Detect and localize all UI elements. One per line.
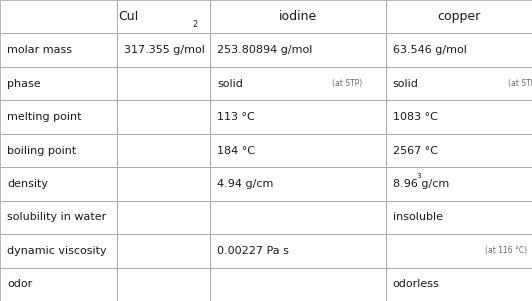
Text: 317.355 g/mol: 317.355 g/mol <box>124 45 205 55</box>
Text: 8.96 g/cm: 8.96 g/cm <box>393 179 449 189</box>
Text: phase: phase <box>7 79 40 88</box>
Text: 63.546 g/mol: 63.546 g/mol <box>393 45 467 55</box>
Bar <box>210 134 386 167</box>
Text: density: density <box>7 179 48 189</box>
Text: 0.00227 Pa s: 0.00227 Pa s <box>217 246 289 256</box>
Bar <box>117 134 210 167</box>
Bar <box>117 67 210 100</box>
Text: odorless: odorless <box>393 279 439 289</box>
Text: (at STP): (at STP) <box>332 79 362 88</box>
Bar <box>0 268 117 301</box>
Text: (at 116 °C): (at 116 °C) <box>485 246 527 255</box>
Bar <box>117 100 210 134</box>
Bar <box>0 67 117 100</box>
Bar <box>210 100 386 134</box>
Text: 2: 2 <box>193 20 198 29</box>
Text: 2567 °C: 2567 °C <box>393 145 438 156</box>
Bar <box>210 234 386 268</box>
Bar <box>386 67 532 100</box>
Bar <box>386 100 532 134</box>
Bar <box>117 201 210 234</box>
Text: insoluble: insoluble <box>393 213 443 222</box>
Text: 253.80894 g/mol: 253.80894 g/mol <box>217 45 312 55</box>
Text: 1083 °C: 1083 °C <box>393 112 437 122</box>
Text: dynamic viscosity: dynamic viscosity <box>7 246 106 256</box>
Bar <box>117 33 210 67</box>
Bar <box>210 167 386 201</box>
Text: 113 °C: 113 °C <box>217 112 255 122</box>
Text: boiling point: boiling point <box>7 145 76 156</box>
Text: CuI: CuI <box>118 10 138 23</box>
Bar <box>117 167 210 201</box>
Bar <box>210 67 386 100</box>
Bar <box>386 167 532 201</box>
Bar <box>210 33 386 67</box>
Bar <box>386 234 532 268</box>
Text: 4.94 g/cm: 4.94 g/cm <box>217 179 273 189</box>
Bar <box>117 0 210 33</box>
Bar <box>386 268 532 301</box>
Text: 3: 3 <box>416 172 421 178</box>
Bar <box>210 0 386 33</box>
Bar <box>210 268 386 301</box>
Bar <box>0 0 117 33</box>
Bar <box>0 201 117 234</box>
Bar <box>386 201 532 234</box>
Bar <box>0 167 117 201</box>
Bar <box>386 134 532 167</box>
Bar <box>117 268 210 301</box>
Text: molar mass: molar mass <box>7 45 72 55</box>
Text: iodine: iodine <box>279 10 317 23</box>
Bar <box>0 33 117 67</box>
Text: melting point: melting point <box>7 112 81 122</box>
Bar <box>0 234 117 268</box>
Text: 184 °C: 184 °C <box>217 145 255 156</box>
Text: solubility in water: solubility in water <box>7 213 106 222</box>
Bar <box>0 134 117 167</box>
Bar <box>386 33 532 67</box>
Text: solid: solid <box>393 79 419 88</box>
Bar <box>386 0 532 33</box>
Text: odor: odor <box>7 279 32 289</box>
Bar <box>117 234 210 268</box>
Bar <box>210 201 386 234</box>
Text: solid: solid <box>217 79 243 88</box>
Bar <box>0 100 117 134</box>
Text: copper: copper <box>437 10 480 23</box>
Text: (at STP): (at STP) <box>508 79 532 88</box>
